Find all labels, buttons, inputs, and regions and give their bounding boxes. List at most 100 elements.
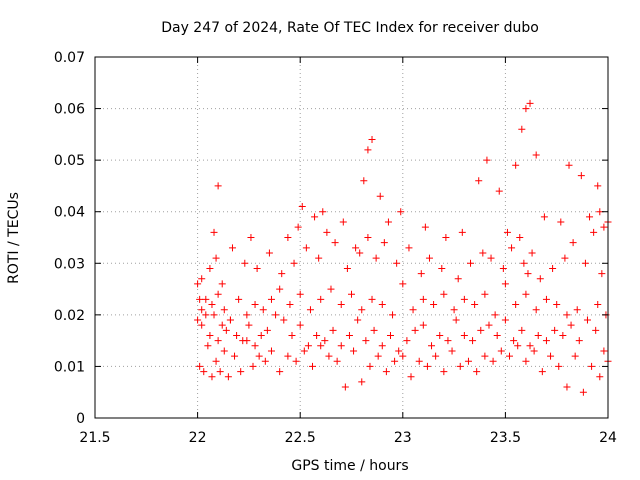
data-point bbox=[430, 301, 438, 309]
data-point bbox=[444, 337, 452, 345]
data-point bbox=[526, 99, 534, 107]
data-point bbox=[317, 295, 325, 303]
data-point bbox=[493, 331, 501, 339]
data-point bbox=[360, 177, 368, 185]
data-point bbox=[571, 352, 579, 360]
x-tick-label: 22.5 bbox=[285, 430, 316, 446]
data-point bbox=[352, 244, 360, 252]
data-point bbox=[421, 223, 429, 231]
data-point bbox=[450, 306, 458, 314]
data-point bbox=[438, 264, 446, 272]
data-point bbox=[518, 326, 526, 334]
data-point bbox=[235, 295, 243, 303]
data-point bbox=[483, 156, 491, 164]
data-point bbox=[204, 342, 212, 350]
data-point bbox=[512, 301, 520, 309]
data-point bbox=[440, 368, 448, 376]
data-point bbox=[586, 213, 594, 221]
data-point bbox=[399, 280, 407, 288]
data-point bbox=[210, 228, 218, 236]
data-point bbox=[306, 306, 314, 314]
data-point bbox=[206, 264, 214, 272]
data-point bbox=[477, 326, 485, 334]
data-point bbox=[600, 347, 608, 355]
data-point bbox=[425, 254, 433, 262]
data-point bbox=[194, 316, 202, 324]
data-point bbox=[272, 311, 280, 319]
data-point bbox=[506, 352, 514, 360]
data-point bbox=[432, 352, 440, 360]
data-point bbox=[473, 368, 481, 376]
data-point bbox=[333, 357, 341, 365]
data-point bbox=[547, 352, 555, 360]
data-point bbox=[241, 259, 249, 267]
data-point bbox=[210, 311, 218, 319]
data-point bbox=[372, 254, 380, 262]
data-point bbox=[497, 347, 505, 355]
data-point bbox=[458, 228, 466, 236]
data-point bbox=[313, 331, 321, 339]
data-point bbox=[501, 316, 509, 324]
data-point bbox=[415, 357, 423, 365]
data-point bbox=[343, 264, 351, 272]
data-point bbox=[315, 254, 323, 262]
data-point bbox=[583, 316, 591, 324]
data-point bbox=[592, 326, 600, 334]
y-tick-label: 0.06 bbox=[54, 102, 85, 118]
data-point bbox=[321, 337, 329, 345]
data-point bbox=[364, 146, 372, 154]
data-point bbox=[245, 321, 253, 329]
data-point bbox=[563, 383, 571, 391]
data-point bbox=[600, 223, 608, 231]
data-point bbox=[208, 301, 216, 309]
data-point bbox=[549, 264, 557, 272]
data-point bbox=[469, 337, 477, 345]
data-point bbox=[499, 264, 507, 272]
data-point bbox=[341, 383, 349, 391]
data-point bbox=[288, 331, 296, 339]
data-point bbox=[329, 326, 337, 334]
data-point bbox=[384, 218, 392, 226]
data-point bbox=[261, 357, 269, 365]
data-point bbox=[319, 208, 327, 216]
data-point bbox=[208, 373, 216, 381]
data-point bbox=[540, 213, 548, 221]
data-point bbox=[518, 125, 526, 133]
data-point bbox=[594, 301, 602, 309]
data-point bbox=[524, 270, 532, 278]
data-point bbox=[393, 259, 401, 267]
data-point bbox=[220, 306, 228, 314]
data-point bbox=[542, 337, 550, 345]
data-point bbox=[337, 301, 345, 309]
data-point bbox=[196, 295, 204, 303]
data-point bbox=[538, 368, 546, 376]
data-point bbox=[510, 337, 518, 345]
data-point bbox=[534, 331, 542, 339]
data-point bbox=[598, 270, 606, 278]
data-point bbox=[428, 342, 436, 350]
data-point bbox=[460, 295, 468, 303]
data-point bbox=[290, 259, 298, 267]
data-point bbox=[200, 368, 208, 376]
data-point bbox=[391, 357, 399, 365]
data-point bbox=[304, 342, 312, 350]
data-point bbox=[528, 249, 536, 257]
data-point bbox=[419, 295, 427, 303]
data-point bbox=[300, 347, 308, 355]
data-point bbox=[503, 228, 511, 236]
data-point bbox=[284, 234, 292, 241]
data-point bbox=[411, 326, 419, 334]
data-point bbox=[417, 270, 425, 278]
data-point bbox=[382, 368, 390, 376]
data-point bbox=[563, 311, 571, 319]
data-point bbox=[239, 337, 247, 345]
data-point bbox=[325, 352, 333, 360]
data-point bbox=[194, 280, 202, 288]
data-point bbox=[501, 280, 509, 288]
data-point bbox=[218, 321, 226, 329]
data-point bbox=[265, 249, 273, 257]
data-point bbox=[249, 362, 257, 370]
data-point bbox=[212, 357, 220, 365]
data-point bbox=[579, 388, 587, 396]
